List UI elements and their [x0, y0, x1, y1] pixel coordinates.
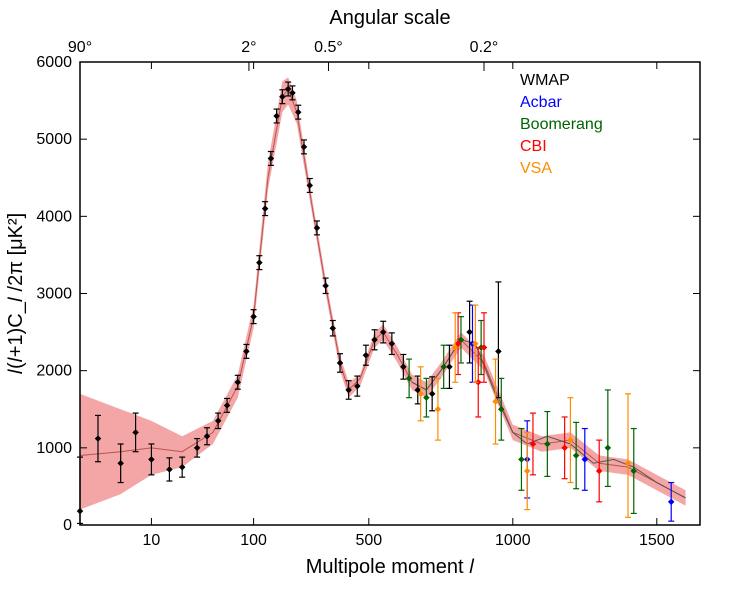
top-axis-title: Angular scale	[329, 7, 450, 29]
legend-item-boomerang: Boomerang	[520, 116, 603, 133]
xtick-label: 500	[355, 532, 382, 549]
xtop-tick-label: 90°	[68, 39, 92, 56]
xtop-tick-label: 0.2°	[470, 39, 499, 56]
ytick-label: 2000	[36, 363, 72, 380]
ytick-label: 4000	[36, 208, 72, 225]
xtick-label: 1500	[639, 532, 675, 549]
legend-item-wmap: WMAP	[520, 72, 570, 89]
ytick-label: 5000	[36, 131, 72, 148]
left-axis-title: 𝑙(𝑙+1)C_𝑙 /2π [μK²]	[5, 213, 27, 374]
chart-svg: 0 1000 2000 3000 4000 5000 6000 10 100 500 1000 150…	[0, 0, 733, 600]
xtick-label: 1000	[495, 532, 531, 549]
cmb-power-spectrum-chart: 0 1000 2000 3000 4000 5000 6000 10 100 500 1000 150…	[0, 0, 733, 600]
legend-item-acbar: Acbar	[520, 94, 562, 111]
bottom-axis-title: Multipole moment 𝑙	[306, 556, 475, 578]
ytick-label: 6000	[36, 54, 72, 71]
legend-item-vsa: VSA	[520, 160, 552, 177]
ytick-label: 1000	[36, 440, 72, 457]
ytick-label: 3000	[36, 286, 72, 303]
xtick-label: 10	[143, 532, 161, 549]
ytick-label: 0	[63, 517, 72, 534]
xtop-tick-label: 0.5°	[314, 39, 343, 56]
xtop-tick-label: 2°	[241, 39, 256, 56]
legend-item-cbi: CBI	[520, 138, 547, 155]
xtick-label: 100	[240, 532, 267, 549]
